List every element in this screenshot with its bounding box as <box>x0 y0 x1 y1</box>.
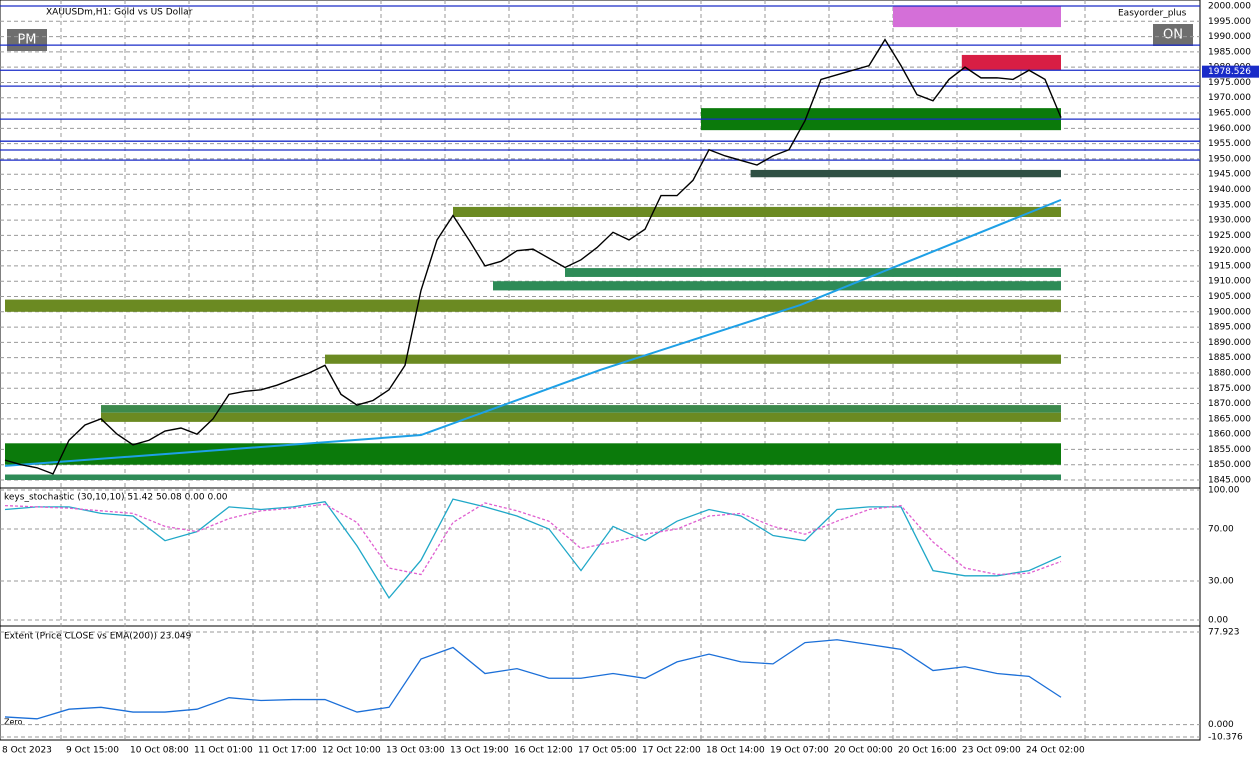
y-tick-label: 1895.000 <box>1208 323 1251 333</box>
y-tick-label: 1860.000 <box>1208 430 1251 440</box>
y-tick-label: 1870.000 <box>1208 399 1251 409</box>
y-tick-label: 1910.000 <box>1208 277 1251 287</box>
price-tag <box>1202 65 1259 78</box>
time-label: 16 Oct 12:00 <box>514 746 573 756</box>
series-line <box>4 639 1062 720</box>
y-tick-label: 1915.000 <box>1208 261 1251 271</box>
time-label: 19 Oct 07:00 <box>770 746 829 756</box>
time-label: 13 Oct 19:00 <box>450 746 509 756</box>
y-tick-label: 1960.000 <box>1208 124 1251 134</box>
time-label: 13 Oct 03:00 <box>386 746 445 756</box>
time-label: 8 Oct 2023 <box>2 746 52 756</box>
time-label: 11 Oct 01:00 <box>194 746 253 756</box>
zone <box>101 405 1061 413</box>
y-tick-label: 1965.000 <box>1208 109 1251 119</box>
zone <box>493 281 1061 291</box>
y-tick-label: 1945.000 <box>1208 170 1251 180</box>
zone <box>325 354 1061 364</box>
y-tick-label: 1955.000 <box>1208 139 1251 149</box>
series-line <box>4 38 1062 475</box>
zone <box>565 268 1061 277</box>
y-tick-label: 1975.000 <box>1208 78 1251 88</box>
y-tick-label: 1930.000 <box>1208 216 1251 226</box>
y-tick-label: 1995.000 <box>1208 17 1251 27</box>
y-tick-label: 1900.000 <box>1208 307 1251 317</box>
y-tick-label: 77.923 <box>1208 628 1240 638</box>
y-tick-label: 0.000 <box>1208 720 1234 730</box>
price-tag-label: 1978.526 <box>1208 67 1251 77</box>
time-label: 18 Oct 14:00 <box>706 746 765 756</box>
y-tick-label: 0.00 <box>1208 616 1228 626</box>
y-tick-label: 1970.000 <box>1208 93 1251 103</box>
on-button-label[interactable]: ON <box>1163 28 1183 43</box>
y-tick-label: 1855.000 <box>1208 445 1251 455</box>
zone <box>893 6 1061 28</box>
ema-line <box>4 198 1062 467</box>
y-tick-label: 1985.000 <box>1208 47 1251 57</box>
y-tick-label: 1950.000 <box>1208 154 1251 164</box>
zone <box>5 299 1061 312</box>
zone <box>453 206 1061 218</box>
y-tick-label: 1890.000 <box>1208 338 1251 348</box>
time-label: 24 Oct 02:00 <box>1026 746 1085 756</box>
y-tick-label: 1905.000 <box>1208 292 1251 302</box>
time-label: 17 Oct 05:00 <box>578 746 637 756</box>
plot-frame <box>0 0 1201 741</box>
y-tick-label: 100.00 <box>1208 486 1240 496</box>
symbol-title: XAUUSDm,H1: Gold vs US Dollar <box>46 8 193 18</box>
y-tick-label: -10.376 <box>1208 733 1243 743</box>
time-label: 17 Oct 22:00 <box>642 746 701 756</box>
time-label: 11 Oct 17:00 <box>258 746 317 756</box>
y-tick-label: 1850.000 <box>1208 460 1251 470</box>
y-tick-label: 1920.000 <box>1208 246 1251 256</box>
time-label: 12 Oct 10:00 <box>322 746 381 756</box>
y-tick-label: 1935.000 <box>1208 200 1251 210</box>
y-tick-label: 70.00 <box>1208 525 1234 535</box>
y-tick-label: 30.00 <box>1208 577 1234 587</box>
zone <box>5 443 1061 465</box>
zone <box>961 54 1061 71</box>
time-label: 20 Oct 16:00 <box>898 746 957 756</box>
y-tick-label: 1885.000 <box>1208 353 1251 363</box>
time-label: 20 Oct 00:00 <box>834 746 893 756</box>
indicator-name: Easyorder_plus <box>1118 9 1187 19</box>
y-tick-label: 1925.000 <box>1208 231 1251 241</box>
y-tick-label: 2000.000 <box>1208 2 1251 12</box>
zone <box>750 169 1061 178</box>
time-label: 10 Oct 08:00 <box>130 746 189 756</box>
zone <box>101 412 1061 422</box>
y-tick-label: 1875.000 <box>1208 384 1251 394</box>
series-line <box>4 502 1062 576</box>
y-tick-label: 1990.000 <box>1208 32 1251 42</box>
on-button[interactable] <box>1153 24 1193 46</box>
stochastic-title: keys_stochastic (30,10,10) 51.42 50.08 0… <box>4 493 228 503</box>
y-tick-label: 1880.000 <box>1208 368 1251 378</box>
time-label: 23 Oct 09:00 <box>962 746 1021 756</box>
time-label: 9 Oct 15:00 <box>66 746 119 756</box>
y-tick-label: 1845.000 <box>1208 476 1251 486</box>
y-tick-label: 1865.000 <box>1208 414 1251 424</box>
zone <box>5 474 1061 480</box>
zero-label: Zero <box>4 718 23 727</box>
y-tick-label: 1940.000 <box>1208 185 1251 195</box>
extent-title: Extent (Price CLOSE vs EMA(200)) 23.049 <box>4 632 192 642</box>
